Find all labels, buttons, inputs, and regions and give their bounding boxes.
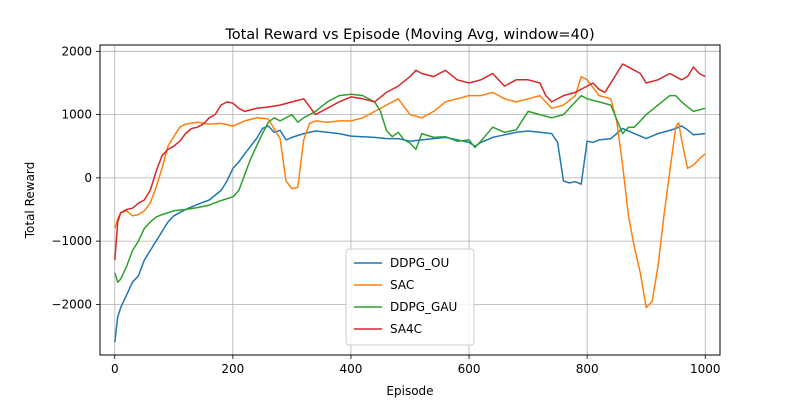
series-line-sa4c — [114, 63, 706, 261]
legend-label-ddpg-ou: DDPG_OU — [390, 256, 449, 270]
chart-title: Total Reward vs Episode (Moving Avg, win… — [224, 27, 594, 43]
x-tick-label: 200 — [221, 362, 244, 376]
legend-label-sa4c: SA4C — [390, 322, 422, 336]
series-line-sac — [114, 75, 706, 309]
plot-frame — [99, 44, 721, 356]
series-lines — [114, 63, 706, 343]
y-tick-label: −1000 — [51, 234, 92, 248]
legend-label-ddpg-gau: DDPG_GAU — [390, 300, 457, 314]
x-tick-label: 1000 — [690, 362, 721, 376]
y-tick-label: −2000 — [51, 297, 92, 311]
x-tick-label: 600 — [458, 362, 481, 376]
x-tick-label: 400 — [339, 362, 362, 376]
legend-box — [345, 248, 475, 346]
y-tick-label: 0 — [84, 171, 92, 185]
legend: DDPG_OU SAC DDPG_GAU SA4C — [345, 248, 475, 346]
y-tick-label: 2000 — [61, 44, 92, 58]
y-tick-label: 1000 — [61, 108, 92, 122]
y-axis-label: Total Reward — [23, 162, 37, 240]
x-tick-label: 0 — [111, 362, 119, 376]
x-axis-label: Episode — [386, 384, 433, 398]
series-line-ddpg-gau — [114, 93, 706, 283]
axis-ticks: 0 200 400 600 800 1000 −2000 −1000 0 1000 2000 — [51, 44, 720, 376]
series-line-ddpg-ou — [114, 125, 706, 343]
legend-label-sac: SAC — [390, 278, 414, 292]
x-tick-label: 800 — [576, 362, 599, 376]
